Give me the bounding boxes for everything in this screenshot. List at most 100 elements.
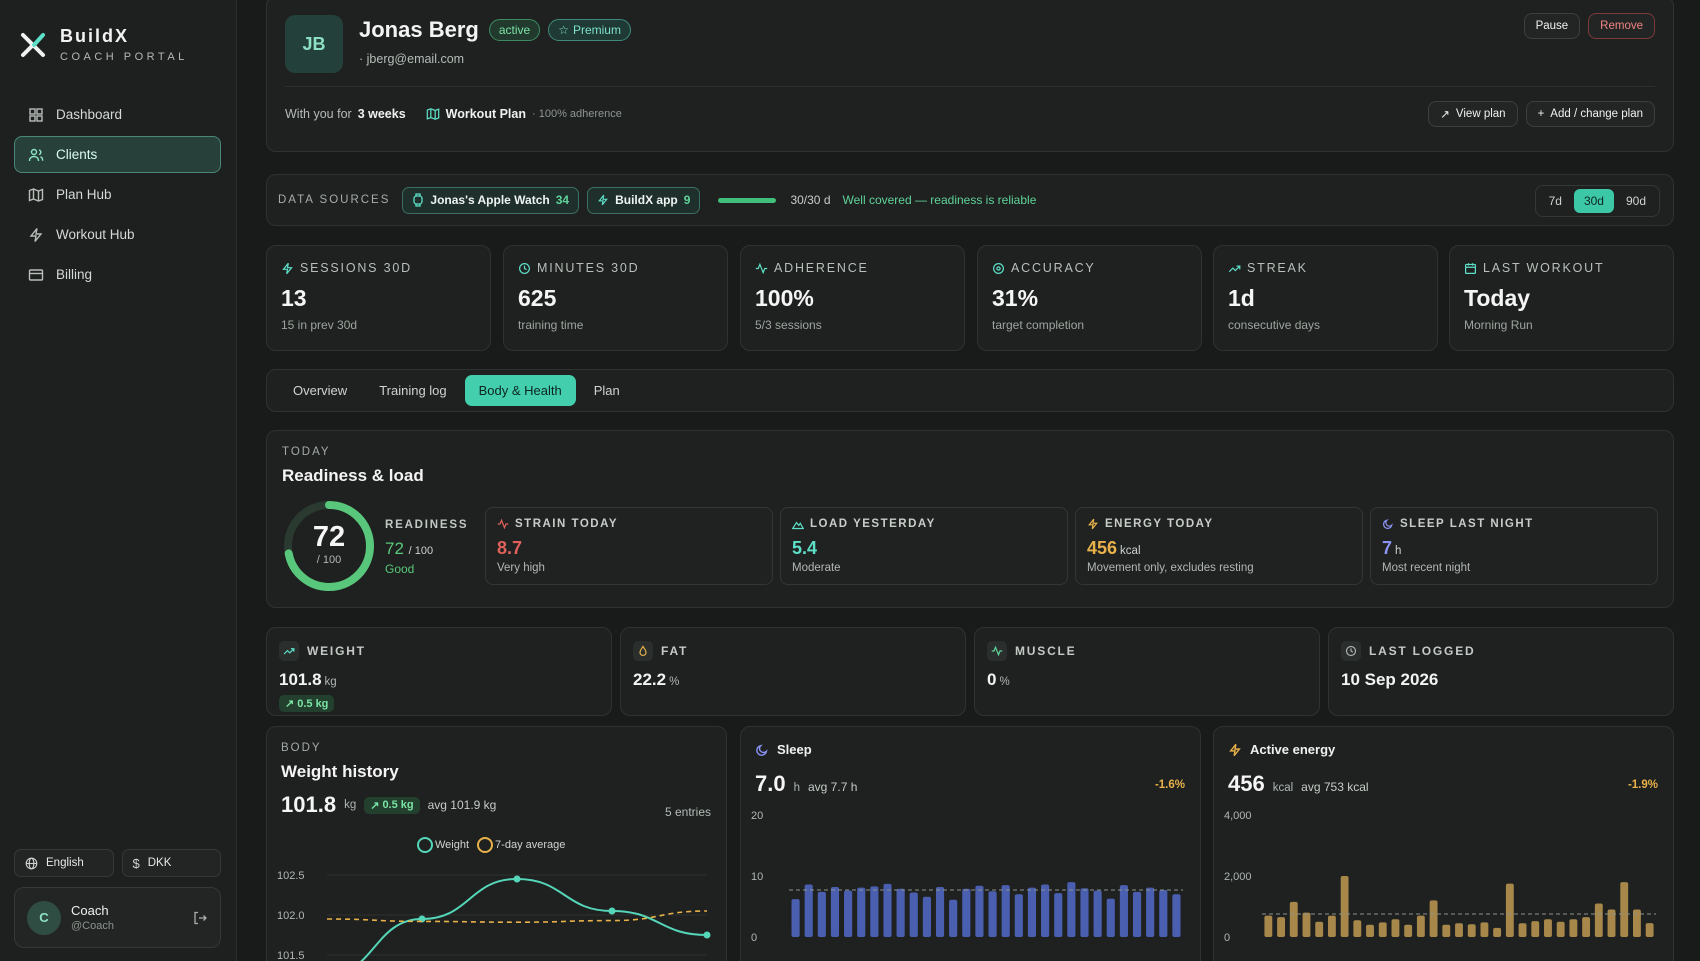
map-icon bbox=[426, 108, 439, 120]
client-tabs: Overview Training log Body & Health Plan bbox=[266, 369, 1674, 412]
bar bbox=[1027, 887, 1037, 937]
remove-button[interactable]: Remove bbox=[1588, 13, 1655, 39]
bar bbox=[791, 899, 800, 937]
readiness-unit: / 100 bbox=[408, 545, 434, 557]
pulse-icon bbox=[991, 645, 1003, 657]
bar bbox=[1159, 890, 1168, 937]
stat-accuracy: ACCURACY 31% target completion bbox=[977, 245, 1202, 351]
tab-body-health[interactable]: Body & Health bbox=[464, 375, 576, 406]
card-icon bbox=[28, 268, 44, 281]
globe-icon bbox=[25, 857, 38, 869]
readiness-panel: TODAY Readiness & load 72 / 100 READINES… bbox=[266, 430, 1674, 608]
stat-value: 100% bbox=[755, 285, 814, 311]
bar bbox=[1391, 919, 1400, 937]
bolt-icon bbox=[598, 194, 609, 206]
bar bbox=[817, 891, 826, 937]
sidebar-item-clients[interactable]: Clients bbox=[14, 136, 221, 173]
language-select[interactable]: English bbox=[14, 849, 114, 877]
series-line bbox=[326, 910, 708, 924]
currency-select[interactable]: $ DKK bbox=[121, 849, 221, 877]
mini-sub: Most recent night bbox=[1382, 562, 1471, 574]
tab-plan[interactable]: Plan bbox=[593, 383, 620, 398]
range-7d[interactable]: 7d bbox=[1548, 194, 1562, 208]
mini-value: 456 bbox=[1087, 538, 1118, 558]
mini-sub: Moderate bbox=[792, 562, 841, 574]
status-badge: active bbox=[488, 19, 541, 41]
range-90d[interactable]: 90d bbox=[1625, 194, 1646, 208]
bar bbox=[975, 885, 984, 937]
bar bbox=[1645, 923, 1654, 937]
legend-weight[interactable]: Weight bbox=[417, 837, 469, 853]
change-plan-button[interactable]: + Add / change plan bbox=[1525, 101, 1655, 127]
stat-adherence: ADHERENCE 100% 5/3 sessions bbox=[740, 245, 965, 351]
buildx-logo-icon bbox=[20, 32, 46, 58]
legend-average[interactable]: 7-day average bbox=[477, 837, 565, 853]
stat-label: ADHERENCE bbox=[774, 261, 869, 275]
bar bbox=[896, 888, 905, 937]
sidebar-item-dashboard[interactable]: Dashboard bbox=[14, 96, 221, 133]
y-tick-label: 102.5 bbox=[277, 870, 305, 882]
brand[interactable]: BuildX COACH PORTAL bbox=[20, 26, 188, 63]
bar bbox=[1632, 909, 1641, 937]
mini-sub: Movement only, excludes resting bbox=[1087, 562, 1254, 574]
clock-icon bbox=[519, 262, 530, 274]
weight-history-card: BODY Weight history 101.8 kg ↗ 0.5 kg av… bbox=[266, 726, 727, 961]
y-tick-label: 20 bbox=[751, 810, 763, 822]
bar bbox=[1467, 924, 1476, 937]
bar bbox=[1054, 893, 1063, 937]
data-point bbox=[513, 875, 521, 883]
readiness-denominator: / 100 bbox=[316, 554, 342, 566]
bar bbox=[1518, 923, 1527, 937]
tier-badge: ☆ Premium bbox=[548, 19, 631, 41]
coverage-value: 30/30 d bbox=[790, 193, 831, 207]
grid-icon bbox=[29, 107, 43, 122]
bar bbox=[1505, 883, 1514, 937]
pulse-icon bbox=[497, 518, 509, 530]
stat-sub: training time bbox=[518, 318, 584, 332]
brand-subtitle: COACH PORTAL bbox=[60, 51, 188, 63]
bar bbox=[1378, 922, 1387, 937]
avatar: JB bbox=[285, 15, 343, 73]
mini-label: LOAD YESTERDAY bbox=[810, 518, 936, 530]
stat-sub: consecutive days bbox=[1228, 318, 1321, 332]
stat-label: MINUTES 30D bbox=[537, 261, 640, 275]
stat-minutes: MINUTES 30D 625 training time bbox=[503, 245, 728, 351]
tab-training-log[interactable]: Training log bbox=[379, 383, 447, 398]
view-plan-label: View plan bbox=[1455, 108, 1506, 120]
coach-handle: @Coach bbox=[71, 920, 114, 932]
sidebar-item-billing[interactable]: Billing bbox=[14, 256, 221, 293]
stat-label: STREAK bbox=[1247, 261, 1308, 275]
readiness-ring: 72 / 100 bbox=[282, 499, 376, 593]
coach-profile[interactable]: C Coach @Coach bbox=[14, 887, 221, 948]
active-energy-card: Active energy 456 kcal avg 753 kcal -1.9… bbox=[1213, 726, 1674, 961]
logout-icon[interactable] bbox=[192, 910, 208, 926]
sidebar-item-workout-hub[interactable]: Workout Hub bbox=[14, 216, 221, 253]
energy-avg: avg 753 kcal bbox=[1301, 780, 1369, 794]
legend-swatch bbox=[417, 837, 433, 853]
star-icon: ☆ bbox=[558, 23, 569, 37]
bar bbox=[1582, 917, 1591, 937]
readiness-value: 72 bbox=[385, 539, 404, 558]
body-stat-label: WEIGHT bbox=[307, 644, 366, 658]
bar bbox=[857, 887, 866, 937]
clock-icon bbox=[1345, 645, 1357, 657]
bar bbox=[1594, 903, 1603, 937]
body-stat-label: FAT bbox=[661, 644, 689, 658]
chart-title: Active energy bbox=[1250, 742, 1336, 757]
tab-overview[interactable]: Overview bbox=[293, 383, 348, 398]
source-buildx-app[interactable]: BuildX app 9 bbox=[587, 186, 701, 214]
bar bbox=[1014, 894, 1023, 937]
pause-button[interactable]: Pause bbox=[1523, 13, 1581, 39]
source-name: Jonas's Apple Watch bbox=[430, 193, 550, 207]
bar bbox=[1607, 909, 1616, 937]
coach-name: Coach bbox=[71, 903, 109, 918]
view-plan-button[interactable]: ↗ View plan bbox=[1428, 101, 1518, 127]
range-30d[interactable]: 30d bbox=[1573, 189, 1614, 213]
energy-unit: kcal bbox=[1272, 782, 1294, 794]
y-tick-label: 4,000 bbox=[1224, 810, 1252, 822]
bar bbox=[1455, 923, 1463, 937]
sidebar-item-plan-hub[interactable]: Plan Hub bbox=[14, 176, 221, 213]
sleep-avg: avg 7.7 h bbox=[808, 780, 858, 794]
source-apple-watch[interactable]: Jonas's Apple Watch 34 bbox=[402, 186, 580, 214]
stat-sub: target completion bbox=[992, 318, 1085, 332]
